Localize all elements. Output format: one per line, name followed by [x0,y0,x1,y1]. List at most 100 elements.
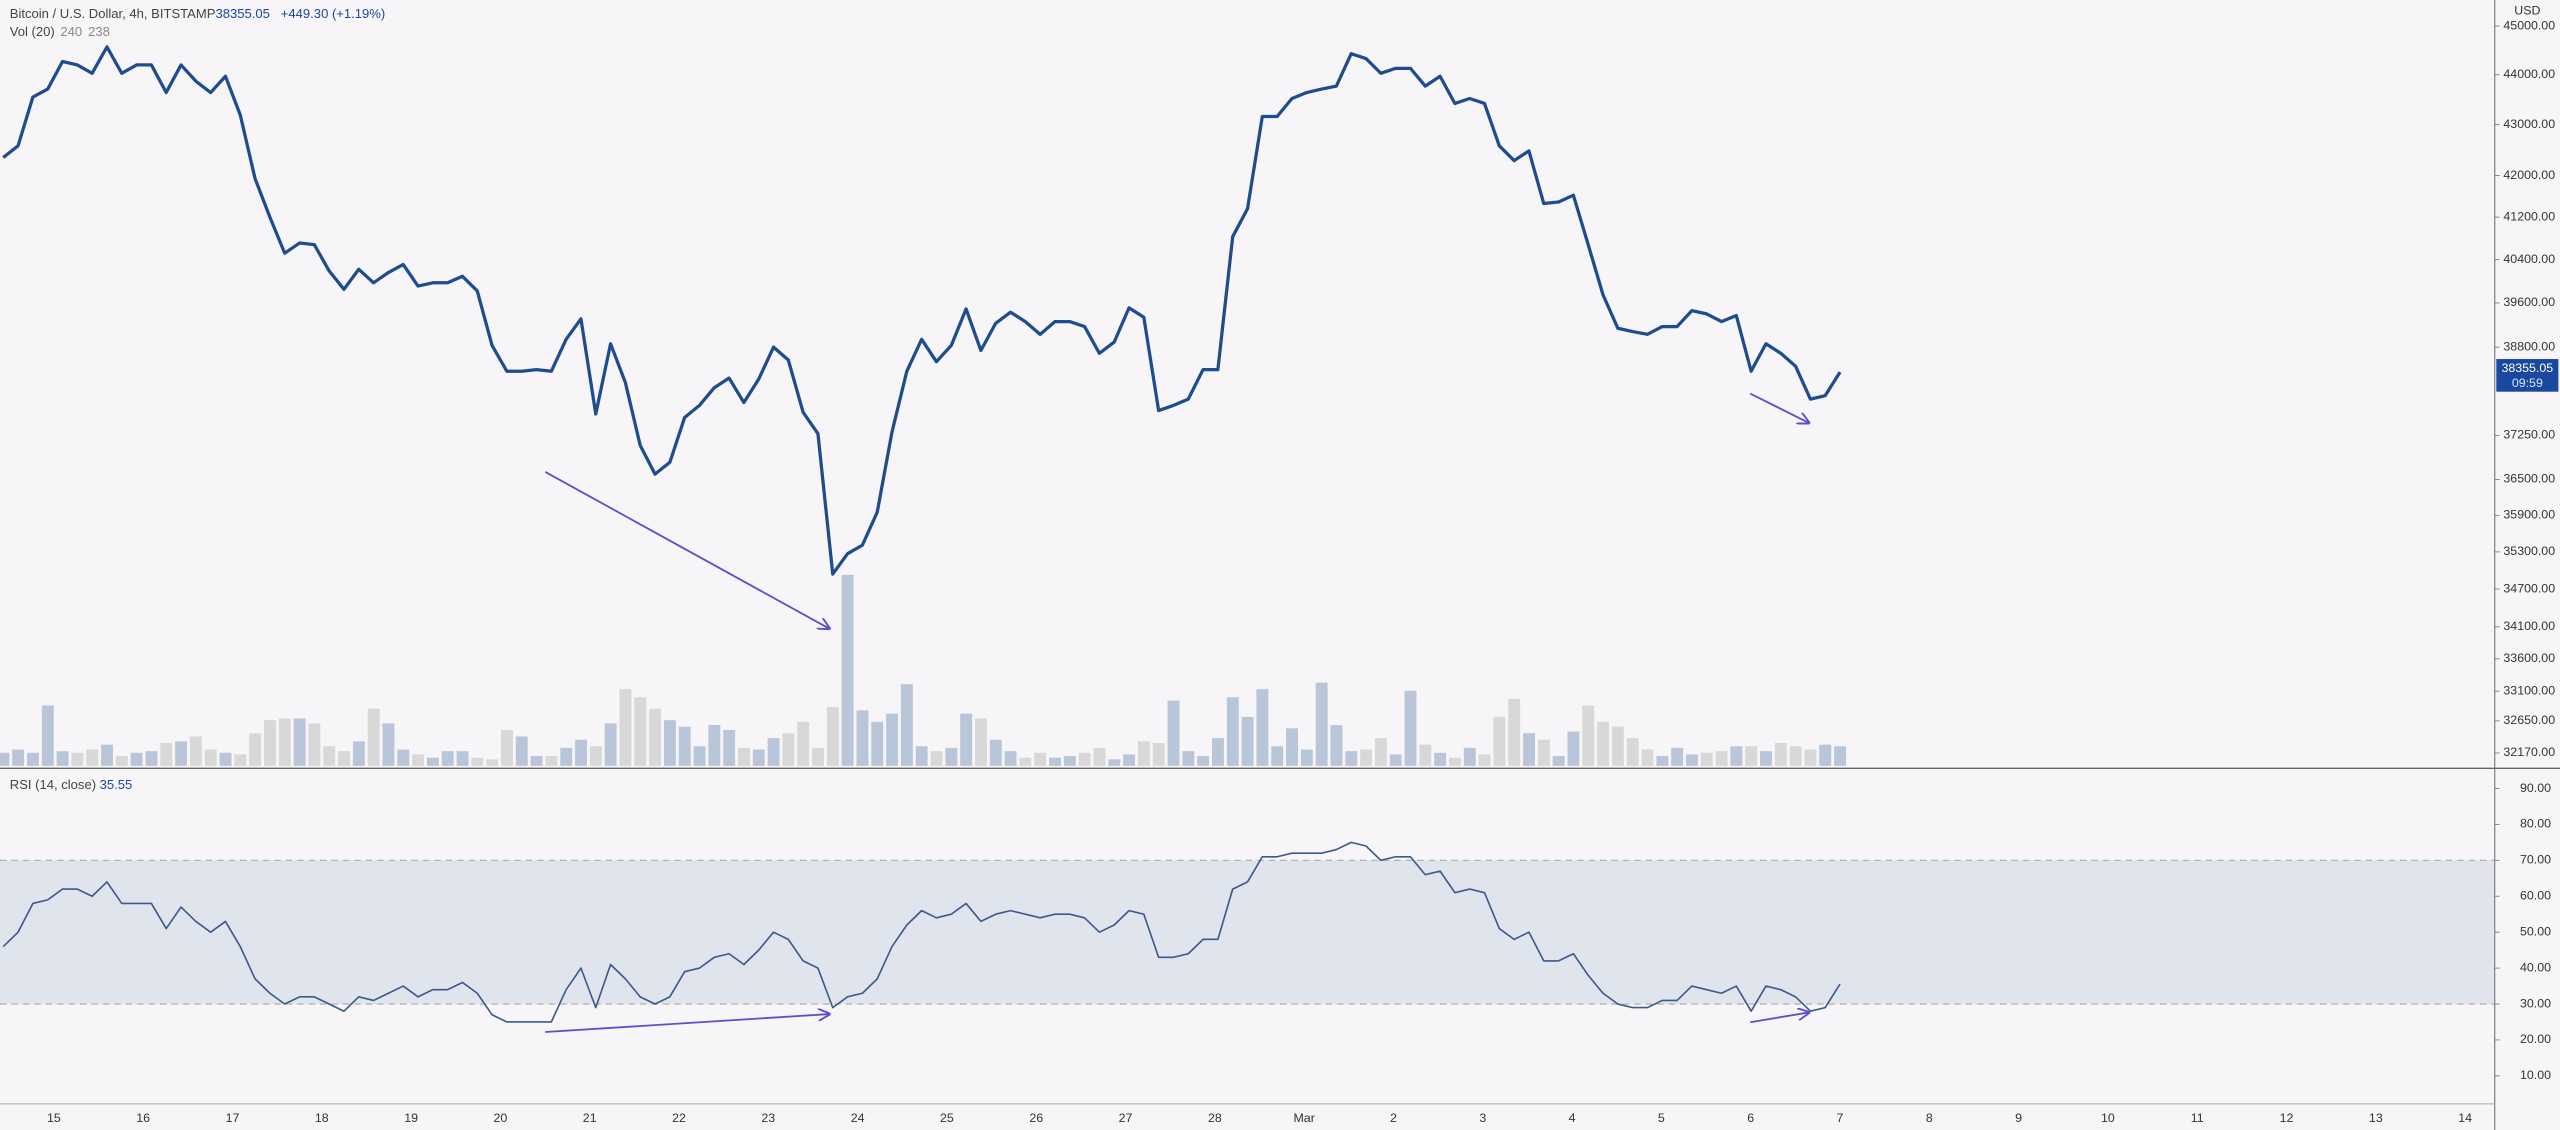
plot-layer [0,45,2495,1023]
y-tick-label: 60.00 [2520,889,2551,903]
y-tick-label: 34100.00 [2503,619,2555,633]
volume-bar [575,739,587,766]
y-tick-label: 40400.00 [2503,252,2555,266]
arrow [545,1014,829,1033]
volume-bar [1197,756,1210,766]
volume-bar [589,746,602,766]
volume-bar [960,713,973,766]
y-tick-label: 43000.00 [2503,117,2555,131]
volume-bar [1286,728,1298,766]
x-tick-label: 17 [226,1111,240,1125]
x-tick-label: 11 [2191,1111,2204,1125]
volume-bar [886,713,899,766]
volume-bar [723,729,736,766]
volume-bar [708,725,721,766]
volume-bar [649,708,662,766]
volume-bar [1360,749,1373,766]
volume-bar [515,736,528,766]
volume-bar [1078,752,1091,766]
x-tick-label: 22 [672,1111,686,1125]
volume-bar [1804,749,1817,766]
y-tick-label: 33600.00 [2503,651,2555,665]
volume-bar [1434,752,1447,766]
x-tick-label: 20 [494,1111,508,1125]
volume-bar [160,742,173,766]
y-tick-label: 37250.00 [2503,428,2555,442]
volume-bar [1019,757,1032,766]
last-price: 38355.05 [216,6,270,21]
y-tick-label: 90.00 [2520,781,2551,795]
volume-bar [1123,754,1136,766]
y-tick-label: 33100.00 [2503,684,2555,698]
x-tick-label: 14 [2458,1111,2472,1125]
volume-bar [619,689,632,766]
volume-bar [1167,700,1180,766]
volume-bar [1567,731,1580,766]
volume-bar [634,697,647,766]
volume-bar [1345,751,1358,766]
volume-bar [189,736,202,766]
x-tick-label: 26 [1029,1111,1043,1125]
volume-title: Vol (20) [10,24,55,39]
volume-bar [101,744,113,766]
y-tick-label: 50.00 [2520,924,2551,938]
y-tick-label: 20.00 [2520,1032,2551,1046]
y-tick-label: 40.00 [2520,960,2551,974]
volume-bar [871,721,884,766]
volume-bar [1611,726,1624,766]
y-tick-label: 39600.00 [2503,295,2555,309]
volume-bar [1256,689,1269,766]
x-tick-label: 4 [1569,1111,1576,1125]
price-line [2,841,1841,1023]
volume-bar [812,747,824,766]
volume-bar [678,726,691,766]
volume-bar [767,738,780,766]
volume-bar [1374,738,1387,766]
volume-bar [1745,746,1758,766]
volume-bar [86,749,99,766]
x-tick-label: 7 [1837,1111,1844,1125]
volume-bar [249,733,262,766]
volume-bar [530,756,543,766]
volume-bar [1108,759,1121,766]
volume-bar [264,720,276,766]
x-tick-label: 9 [2015,1111,2022,1125]
price-tag [2496,359,2559,392]
volume-bar [1137,741,1150,766]
volume-bar [1004,751,1017,766]
volume-bar [915,746,928,766]
volume-bar [1212,738,1224,766]
x-tick-label: 5 [1658,1111,1665,1125]
volume-bar [989,739,1002,766]
volume-bar [1419,744,1432,766]
volume-bar [234,754,247,766]
volume-bar [1389,754,1402,766]
volume-bar [841,574,854,766]
volume-bar [1182,751,1195,766]
rsi-band [0,860,2495,1005]
volume-bar [145,751,158,766]
x-tick-label: 2 [1390,1111,1397,1125]
arrow [1750,1012,1809,1024]
volume-bar [175,741,188,766]
volume-bar [1226,697,1239,766]
volume-bar [1478,754,1491,766]
x-tick-label: 23 [761,1111,775,1125]
x-tick-label: 8 [1926,1111,1933,1125]
x-tick-label: Mar [1293,1111,1314,1125]
volume-bar [1300,749,1313,766]
volume-bar [352,741,365,766]
volume-bar [41,705,54,766]
y-tick-label: 35900.00 [2503,508,2555,522]
volume-bar [1093,747,1106,766]
volume-bar [1508,698,1521,766]
volume-bar [1819,744,1832,766]
volume-bar [1315,682,1328,766]
volume-bar [975,718,987,766]
volume-bar [204,749,217,766]
volume-bar [12,749,25,766]
y-tick-label: 42000.00 [2503,168,2555,182]
y-tick-label: 10.00 [2520,1068,2551,1082]
volume-bar [219,752,232,766]
volume-bar [1271,746,1284,766]
